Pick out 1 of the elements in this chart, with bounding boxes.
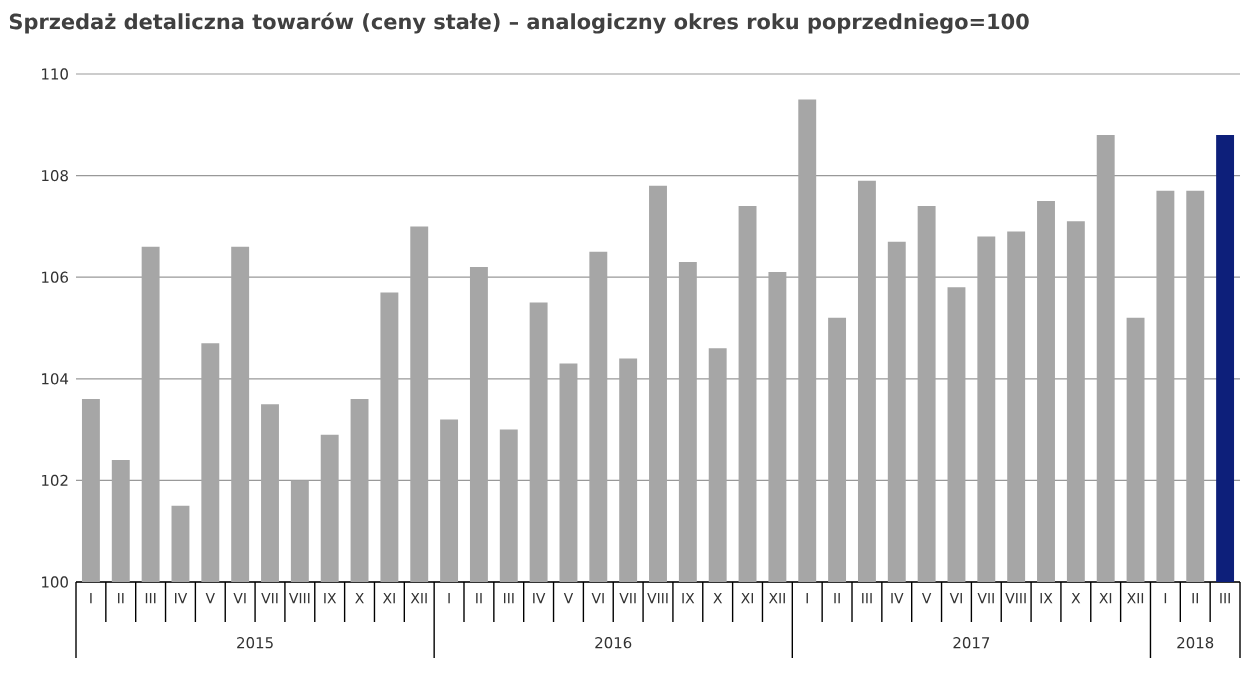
chart-title: Sprzedaż detaliczna towarów (ceny stałe) – analogiczny okres roku poprzedniego=100 <box>9 12 1029 34</box>
